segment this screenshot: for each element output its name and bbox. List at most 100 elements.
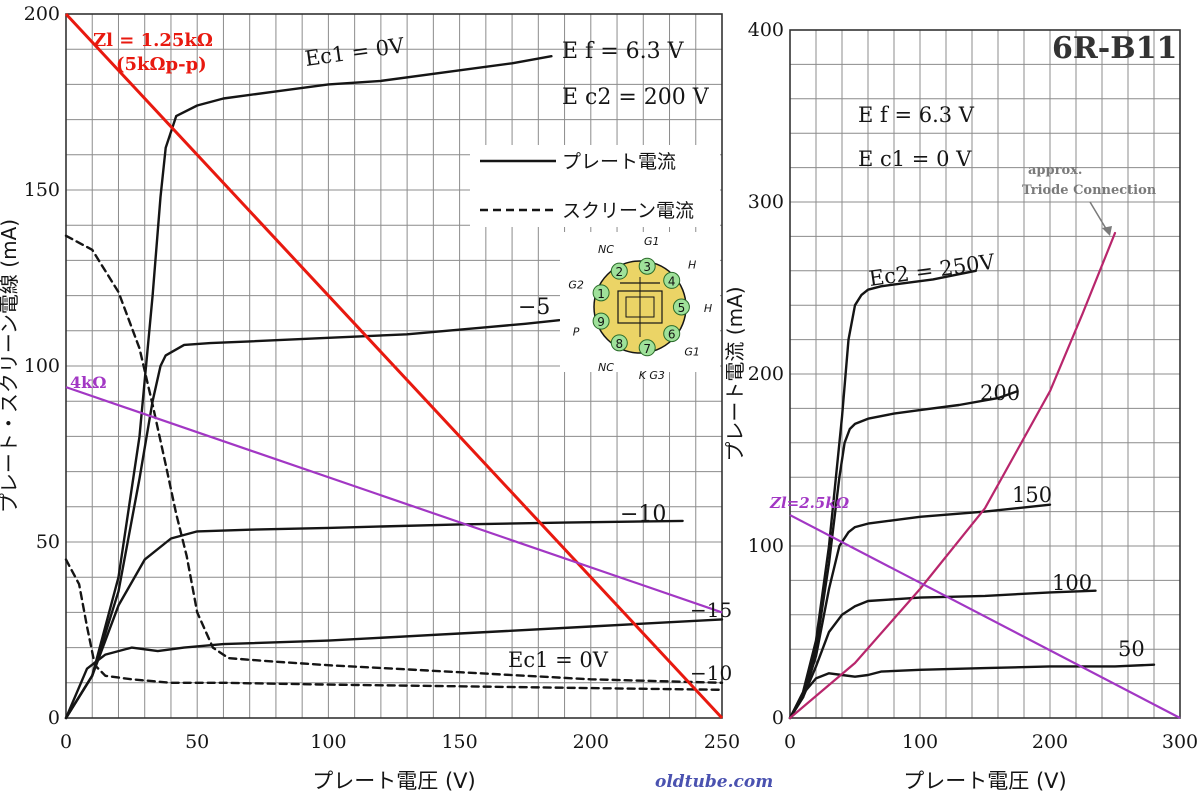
series-label: Ec1 = 0V: [508, 648, 609, 672]
pin-label: NC: [598, 361, 614, 374]
x-tick-label: 0: [60, 731, 72, 753]
series-line: [64, 234, 724, 684]
pin-number: 3: [643, 260, 651, 274]
annotation-arrowhead: [1102, 226, 1112, 236]
series-label: −10: [620, 502, 666, 527]
pin-circle: [610, 334, 628, 352]
load-line-label: (5kΩp-p): [116, 54, 207, 75]
y-tick-label: 0: [772, 707, 784, 729]
series-line: [788, 390, 1019, 720]
annotation-label: Triode Connection: [1022, 183, 1157, 198]
condition-label: E f = 6.3 V: [858, 103, 975, 127]
pin-circle: [638, 339, 656, 357]
y-tick-label: 150: [24, 179, 60, 201]
annotation-arrow: [1089, 201, 1109, 233]
y-tick-label: 200: [748, 363, 784, 385]
load-line-label: Zl = 1.25kΩ: [93, 30, 213, 51]
x-tick-label: 0: [784, 731, 796, 753]
pin-circle: [610, 262, 628, 280]
pin-number: 1: [597, 287, 605, 301]
load-line: [65, 386, 723, 614]
series-line: [788, 231, 1117, 720]
chart-right: 0 100 200 300 0 100 200 300 400 プレート電圧 (V) プレート電流 …: [723, 19, 1198, 793]
legend-label: スクリーン電流: [562, 200, 694, 222]
pin-label: NC: [598, 243, 614, 256]
series-label: 200: [980, 381, 1020, 405]
x-tick-label: 100: [902, 731, 938, 753]
series-line: [64, 519, 684, 720]
pin-label: G1: [684, 346, 700, 359]
x-tick-label: 50: [185, 731, 209, 753]
load-line-label: Zl=2.5kΩ: [769, 494, 850, 512]
y-axis-label: プレート電流 (mA): [723, 286, 747, 461]
load-line: [789, 514, 1181, 719]
pin-label: G2: [568, 279, 584, 292]
pin-circle: [672, 298, 690, 316]
pin-number: 7: [643, 342, 651, 356]
y-tick-label: 200: [24, 3, 60, 25]
series-label: −15: [690, 598, 732, 622]
series-label: −10: [690, 661, 732, 685]
x-tick-label: 200: [573, 731, 609, 753]
chart-title: 6R-B11: [1052, 31, 1177, 66]
pin-number: 4: [668, 274, 676, 288]
pin-circle: [638, 257, 656, 275]
watermark-text: oldtube.com: [655, 772, 774, 792]
x-tick-label: 100: [310, 731, 346, 753]
pin-circle: [592, 312, 610, 330]
series-label: 100: [1052, 571, 1092, 595]
series-line: [788, 589, 1097, 720]
series-line: [788, 663, 1156, 720]
pin-label: G1: [644, 235, 660, 248]
chart-left: 0 50 100 150 200 250 0 50 100 150 200 プレート電圧 (V) プレー…: [0, 3, 740, 793]
condition-label: E f = 6.3 V: [562, 39, 685, 64]
legend-label: プレート電流: [562, 151, 676, 173]
pin-label: P: [573, 325, 580, 338]
load-line-label: 4kΩ: [70, 373, 106, 392]
series-label: 50: [1118, 637, 1145, 661]
series-line: [64, 618, 724, 720]
y-tick-label: 0: [48, 707, 60, 729]
pin-label: H: [688, 258, 696, 271]
x-axis-label: プレート電圧 (V): [312, 769, 475, 793]
condition-label: E c2 = 200 V: [562, 85, 710, 110]
series-line: [788, 503, 1052, 720]
plot-frame: [65, 13, 723, 719]
condition-label: E c1 = 0 V: [858, 147, 972, 171]
pin-number: 5: [678, 301, 686, 315]
y-axis-label: プレート・スクリーン電線 (mA): [0, 219, 21, 513]
y-tick-label: 50: [36, 531, 60, 553]
y-tick-label: 100: [24, 355, 60, 377]
pin-circle: [592, 284, 610, 302]
y-tick-label: 300: [748, 191, 784, 213]
series-label: 150: [1012, 483, 1052, 507]
series-line: [64, 55, 553, 720]
pin-circle: [663, 325, 681, 343]
pin-number: 2: [615, 265, 623, 279]
x-tick-label: 150: [441, 731, 477, 753]
x-tick-label: 250: [704, 731, 740, 753]
x-axis-label: プレート電圧 (V): [903, 769, 1066, 793]
pin-number: 6: [668, 328, 676, 342]
annotation-label: approx.: [1028, 163, 1082, 178]
y-tick-label: 100: [748, 535, 784, 557]
pin-label: K G3: [639, 369, 665, 382]
series-label: Ec2 = 250V: [867, 249, 997, 291]
series-line: [788, 269, 978, 720]
x-tick-label: 200: [1032, 731, 1068, 753]
load-line: [64, 12, 724, 720]
pin-number: 8: [615, 337, 623, 351]
legend-box: [470, 145, 720, 227]
series-line: [64, 558, 724, 691]
pin-label: H: [704, 302, 712, 315]
y-tick-label: 400: [748, 19, 784, 41]
pin-number: 9: [597, 315, 605, 329]
series-line: [64, 319, 561, 720]
x-tick-label: 300: [1162, 731, 1198, 753]
pin-circle: [663, 271, 681, 289]
series-label: −5: [518, 295, 550, 320]
